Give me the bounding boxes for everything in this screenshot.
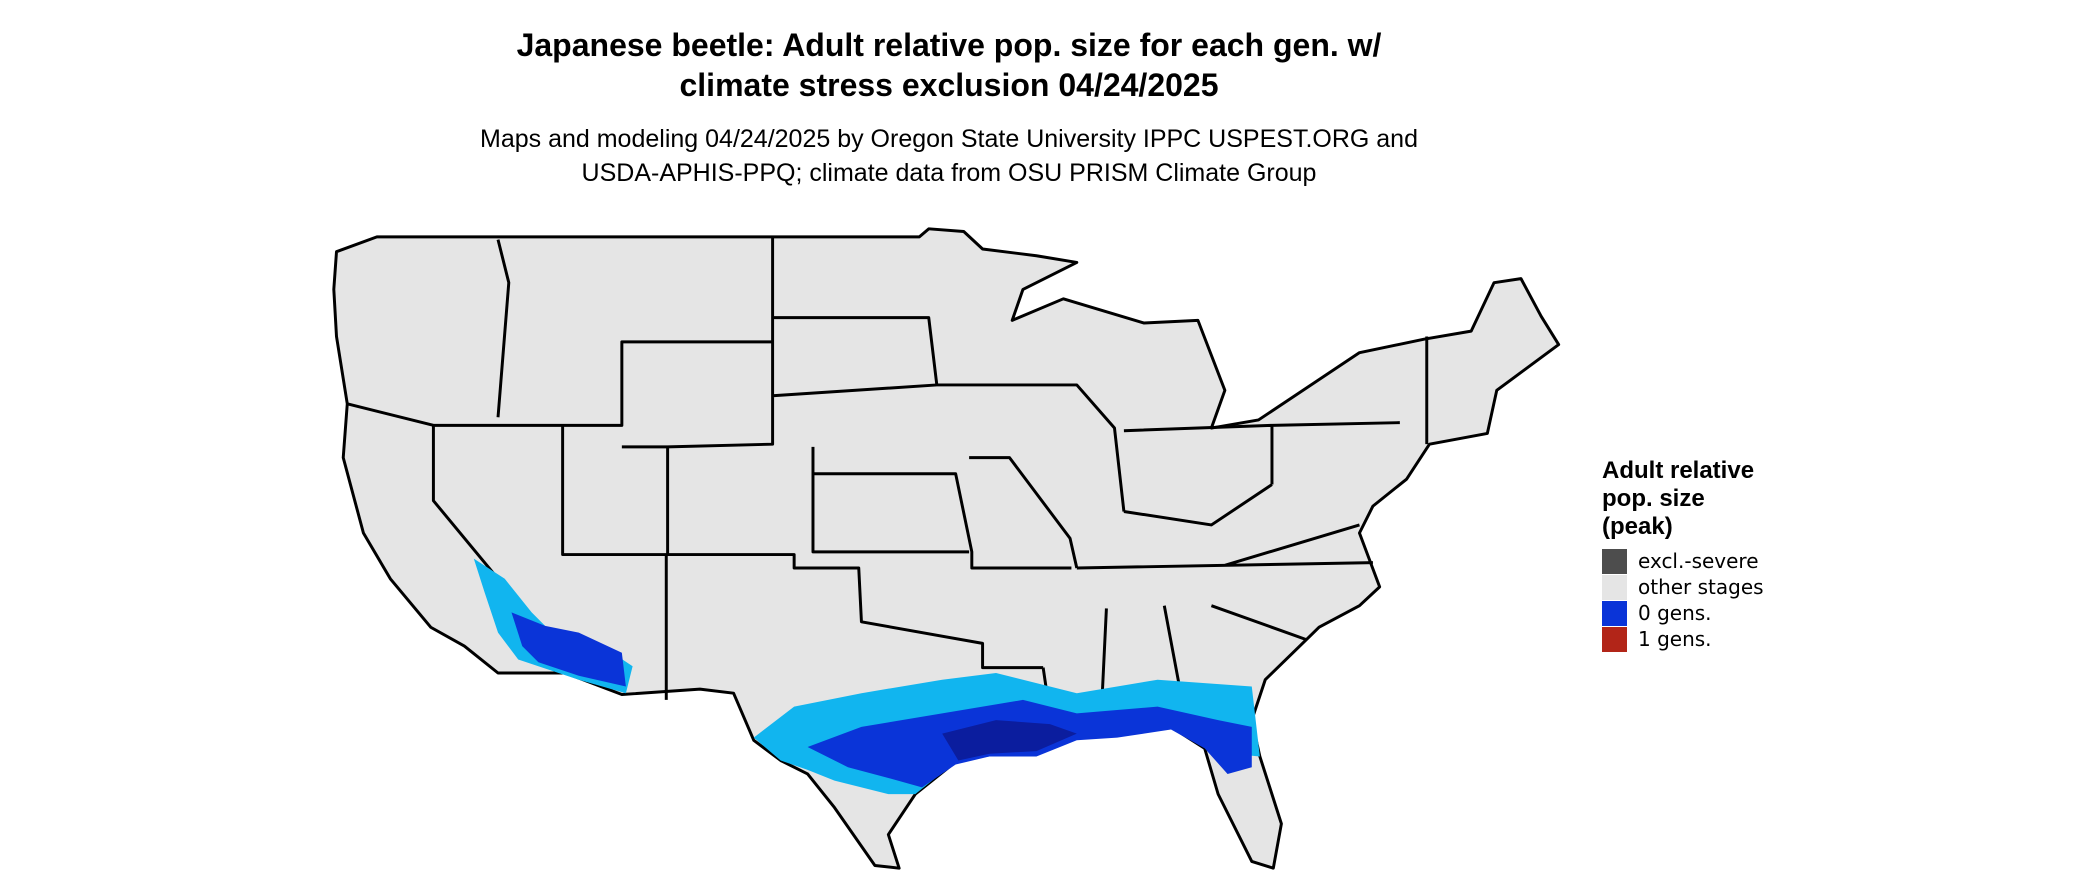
legend-swatch <box>1602 549 1627 574</box>
legend-swatch <box>1602 601 1627 626</box>
legend-swatch <box>1602 575 1627 600</box>
us-outline <box>332 227 1561 870</box>
subtitle: USDA-APHIS-PPQ; climate data from OSU PR… <box>582 159 1317 187</box>
legend-label: other stages <box>1638 575 1764 599</box>
legend-label: 0 gens. <box>1638 601 1712 625</box>
title: Japanese beetle: Adult relative pop. siz… <box>517 27 1382 63</box>
legend-label: 1 gens. <box>1638 627 1712 651</box>
legend-title: Adult relative <box>1602 457 1754 484</box>
subtitle: Maps and modeling 04/24/2025 by Oregon S… <box>480 125 1418 153</box>
us-map <box>332 227 1561 870</box>
legend-label: excl.-severe <box>1638 549 1759 573</box>
title: climate stress exclusion 04/24/2025 <box>679 67 1218 103</box>
legend-title: (peak) <box>1602 513 1673 540</box>
legend-title: pop. size <box>1602 485 1705 512</box>
generation-overlay <box>473 558 1260 795</box>
legend-swatch <box>1602 627 1627 652</box>
